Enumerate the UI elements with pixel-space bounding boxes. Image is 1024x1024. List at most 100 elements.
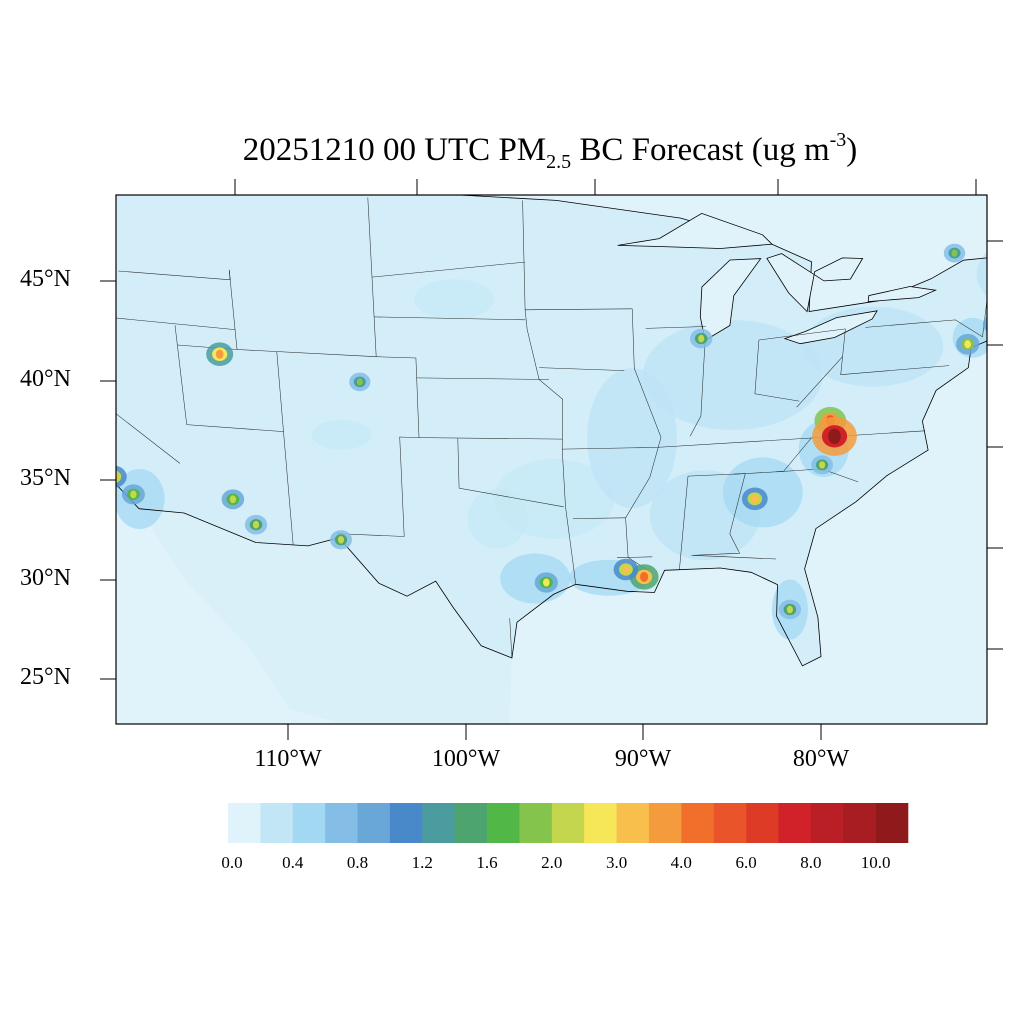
hotspot-core [54, 171, 63, 182]
colorbar-swatch [810, 803, 844, 843]
great-lake [766, 253, 864, 313]
colorbar [228, 803, 909, 843]
lat-label: 35°N [20, 465, 71, 491]
colorbar-swatch [875, 803, 909, 843]
hotspot-ring [116, 470, 122, 483]
hotspot-core [828, 428, 841, 444]
hotspot-core [786, 605, 794, 614]
axis-ticks [100, 179, 1003, 740]
state-border [645, 326, 706, 329]
hotspot-core [751, 494, 759, 504]
plume-area [311, 419, 372, 450]
state-border [691, 473, 746, 556]
hotspot-core [130, 490, 137, 499]
colorbar-swatch [584, 803, 617, 843]
state-border [992, 299, 1024, 303]
state-border [754, 339, 800, 402]
hotspot-core [622, 565, 630, 574]
colorbar-swatch [843, 803, 876, 843]
colorbar-swatch [454, 803, 488, 843]
plume-area [414, 279, 495, 320]
title-text-middle: BC Forecast (ug m [571, 132, 830, 168]
state-border [693, 555, 777, 560]
colorbar-tick-label: 0.8 [346, 853, 369, 872]
hotspot-core [640, 571, 649, 582]
lon-label: 80°W [792, 746, 850, 772]
colorbar-tick-label: 1.2 [411, 853, 433, 872]
colorbar-swatch [228, 803, 261, 843]
hotspot-core [70, 413, 81, 426]
concentration-field [0, 195, 987, 724]
hotspot-halo [42, 162, 75, 191]
hotspot-halo [56, 403, 95, 437]
state-boundaries [96, 181, 1024, 667]
state-border [457, 438, 564, 508]
plume-area [0, 199, 6, 259]
state-border [616, 556, 653, 558]
state-border [758, 328, 846, 341]
hotspot-core [964, 340, 971, 349]
colorbar-swatch [260, 803, 294, 843]
state-border [539, 367, 625, 371]
colorbar-swatch [519, 803, 553, 843]
colorbar-swatch [487, 803, 520, 843]
state-border [371, 261, 525, 278]
title-subscript: 2.5 [546, 151, 572, 173]
hotspot-ring [49, 169, 68, 186]
state-border [625, 308, 662, 573]
hotspot-core [229, 495, 237, 504]
map-title: 20251210 00 UTC PM2.5 BC Forecast (ug m-… [0, 120, 1024, 182]
colorbar-swatch [292, 803, 326, 843]
state-border [796, 356, 843, 408]
colorbar-swatch [648, 803, 682, 843]
hotspot-halo [116, 465, 127, 488]
title-superscript: -3 [829, 129, 847, 151]
state-border [656, 430, 926, 448]
great-lake [617, 212, 773, 249]
state-border [865, 297, 987, 338]
state-border [374, 316, 526, 321]
mexico-shading [139, 508, 512, 724]
title-text-end: ) [846, 132, 858, 168]
hotspot-core [991, 320, 997, 328]
colorbar-tick-label: 2.0 [541, 853, 563, 872]
colorbar-tick-label: 4.0 [670, 853, 692, 872]
colorbar-swatch [551, 803, 585, 843]
state-border [687, 437, 812, 477]
colorbar-swatch [681, 803, 715, 843]
colorbar-tick-label: 8.0 [800, 853, 822, 872]
state-border [116, 317, 236, 330]
concentration-hotspots [0, 162, 1001, 620]
state-border [96, 181, 115, 320]
colorbar-swatch [746, 803, 779, 843]
lat-label: 40°N [20, 366, 71, 392]
state-border [1017, 313, 1019, 327]
state-border [840, 328, 950, 376]
state-border [276, 351, 284, 432]
state-border [679, 476, 689, 570]
state-border [509, 618, 513, 659]
state-border [572, 517, 626, 519]
colorbar-swatch [357, 803, 391, 843]
state-border [236, 349, 377, 357]
lon-label: 100°W [431, 746, 501, 772]
hotspot-core [698, 334, 705, 343]
plume-area [976, 251, 987, 297]
state-border [562, 447, 657, 450]
plume-area [803, 306, 944, 387]
colorbar-swatch [778, 803, 812, 843]
colorbar-swatch [422, 803, 455, 843]
state-border [416, 377, 550, 380]
colorbar-swatch [713, 803, 747, 843]
hotspot-halo [0, 187, 1, 207]
colorbar-swatch [389, 803, 423, 843]
lon-label: 110°W [254, 746, 322, 772]
plume-area [642, 320, 823, 430]
plume-area [587, 368, 677, 509]
hotspot-core [356, 378, 363, 386]
hotspot-ring [988, 318, 1001, 329]
state-border [116, 413, 181, 464]
hotspot-core [543, 578, 550, 587]
lat-label: 45°N [20, 266, 71, 292]
land-shading [116, 195, 987, 666]
